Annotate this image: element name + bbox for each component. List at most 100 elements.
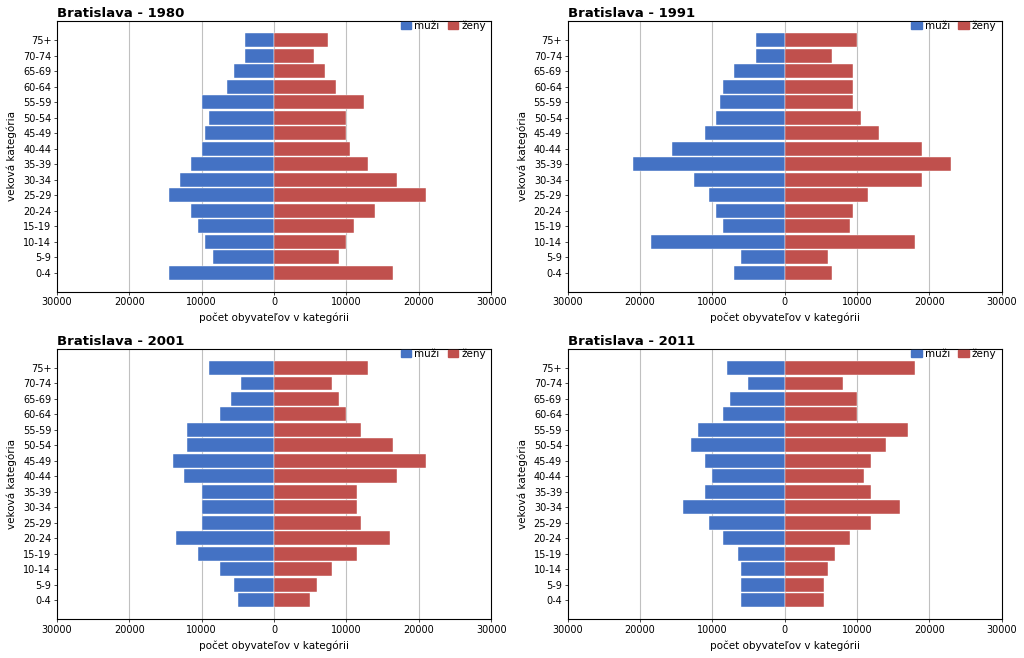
Bar [202,141,274,156]
X-axis label: počet obyvateľov v kategórii: počet obyvateľov v kategórii [199,313,349,324]
Bar [784,594,824,607]
Bar [784,141,923,156]
Bar [274,141,350,156]
Bar [274,485,357,499]
Bar [274,172,397,187]
Bar [274,423,360,437]
Bar [202,500,274,515]
Bar [198,547,274,561]
Bar [784,531,850,545]
Bar [202,516,274,530]
Bar [723,219,784,233]
Bar [274,235,346,249]
Bar [784,172,923,187]
Bar [784,423,907,437]
Bar [274,562,332,576]
Bar [169,188,274,202]
Text: Bratislava - 2001: Bratislava - 2001 [57,334,184,347]
Bar [784,516,871,530]
Bar [274,594,310,607]
Bar [784,469,864,484]
Bar [274,361,368,375]
Bar [784,392,857,406]
Bar [245,49,274,63]
Bar [709,188,784,202]
Bar [784,95,853,109]
Bar [274,500,357,515]
Text: Bratislava - 2011: Bratislava - 2011 [567,334,695,347]
X-axis label: počet obyvateľov v kategórii: počet obyvateľov v kategórii [710,640,859,651]
Y-axis label: veková kategória: veková kategória [7,439,17,529]
Legend: muži, ženy: muži, ženy [400,21,486,32]
Bar [274,219,353,233]
Bar [274,407,346,421]
Bar [274,49,313,63]
Bar [190,204,274,218]
Bar [274,376,332,390]
Bar [784,485,871,499]
Bar [274,34,329,47]
Bar [784,111,860,125]
Bar [727,361,784,375]
Bar [784,188,868,202]
Bar [683,500,784,515]
Bar [697,423,784,437]
Bar [716,204,784,218]
Bar [205,126,274,140]
Bar [274,250,339,264]
Bar [169,266,274,280]
Y-axis label: veková kategória: veková kategória [517,111,528,201]
Bar [274,516,360,530]
Bar [784,438,886,452]
Bar [730,392,784,406]
Bar [690,438,784,452]
Bar [238,594,274,607]
Bar [706,485,784,499]
Bar [176,531,274,545]
Bar [187,438,274,452]
Bar [784,157,951,171]
Text: Bratislava - 1980: Bratislava - 1980 [57,7,184,20]
Bar [180,172,274,187]
Bar [245,34,274,47]
Bar [784,500,900,515]
Bar [784,376,843,390]
X-axis label: počet obyvateľov v kategórii: počet obyvateľov v kategórii [710,313,859,324]
Bar [706,126,784,140]
Bar [723,407,784,421]
Bar [205,235,274,249]
Bar [274,454,426,468]
Bar [784,34,857,47]
Bar [784,578,824,592]
Bar [723,80,784,94]
Bar [741,250,784,264]
Bar [202,95,274,109]
Bar [213,250,274,264]
Bar [274,469,397,484]
Bar [651,235,784,249]
Bar [274,547,357,561]
Bar [220,562,274,576]
Bar [784,235,914,249]
Y-axis label: veková kategória: veková kategória [517,439,528,529]
Bar [784,80,853,94]
Bar [274,80,336,94]
Bar [694,172,784,187]
Bar [673,141,784,156]
Bar [734,266,784,280]
Bar [220,407,274,421]
Bar [784,204,853,218]
Bar [183,469,274,484]
Bar [209,111,274,125]
Bar [274,157,368,171]
Bar [741,578,784,592]
Bar [274,64,325,78]
Bar [274,95,365,109]
Bar [784,454,871,468]
Bar [274,438,393,452]
Bar [190,157,274,171]
Bar [274,531,390,545]
X-axis label: počet obyvateľov v kategórii: počet obyvateľov v kategórii [199,640,349,651]
Bar [633,157,784,171]
Bar [230,392,274,406]
